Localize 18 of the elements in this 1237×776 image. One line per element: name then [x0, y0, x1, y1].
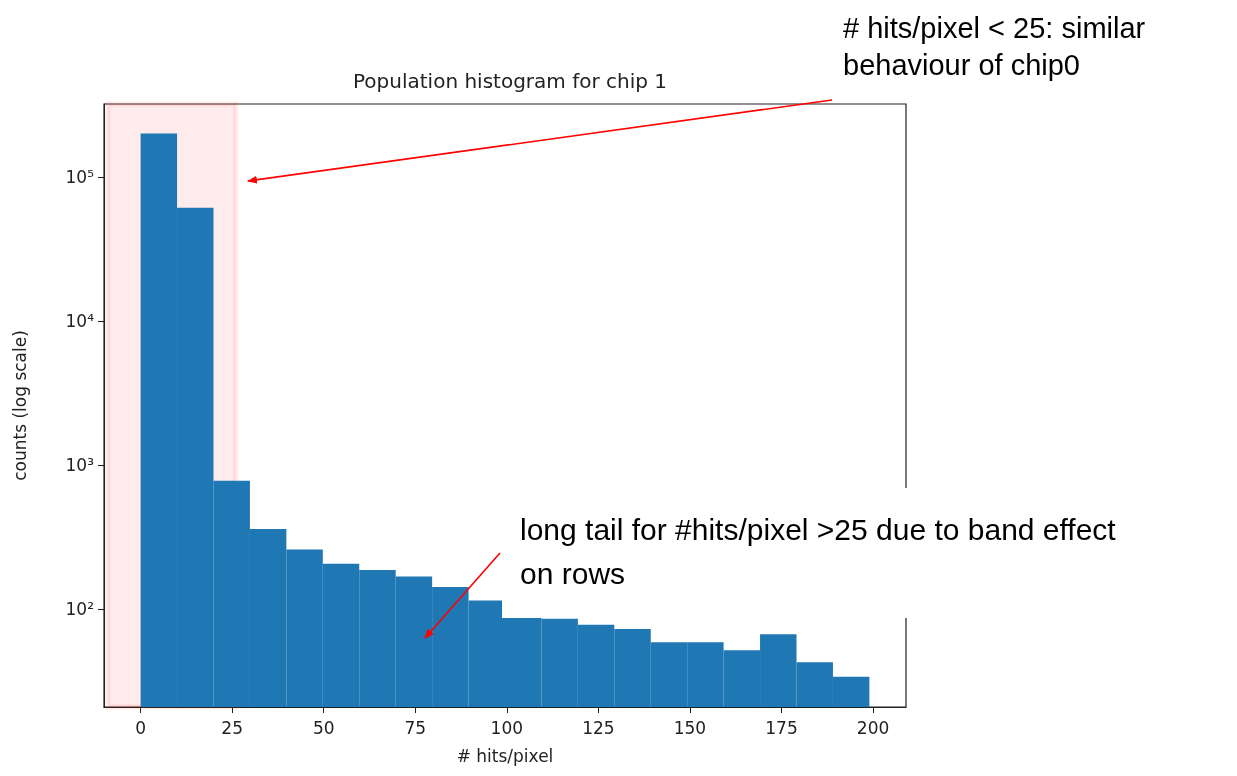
- x-tick-label: 100: [490, 717, 524, 738]
- annotation: long tail for #hits/pixel >25 due to band effect on rows: [520, 512, 1117, 592]
- y-tick-label: 10³: [65, 455, 94, 476]
- x-tick-label: 25: [221, 717, 243, 738]
- x-tick-label: 200: [856, 717, 890, 738]
- y-axis-title: counts (log scale): [9, 330, 30, 481]
- y-tick-label: 10²: [65, 599, 94, 620]
- x-tick-label: 75: [404, 717, 427, 738]
- x-tick-label: 150: [673, 717, 707, 738]
- x-tick-label: 175: [765, 717, 798, 738]
- chart-title: Population histogram for chip 1: [352, 69, 668, 93]
- x-tick-label: 50: [312, 717, 335, 738]
- x-tick-label: 0: [135, 717, 147, 738]
- text: # hits/pixel < 25: similar behaviour of chip0: [843, 11, 1147, 83]
- x-axis-title: # hits/pixel: [456, 745, 554, 766]
- y-tick-label: 10⁵: [65, 166, 94, 187]
- y-tick-label: 10⁴: [65, 310, 95, 331]
- x-tick-label: 125: [582, 717, 615, 738]
